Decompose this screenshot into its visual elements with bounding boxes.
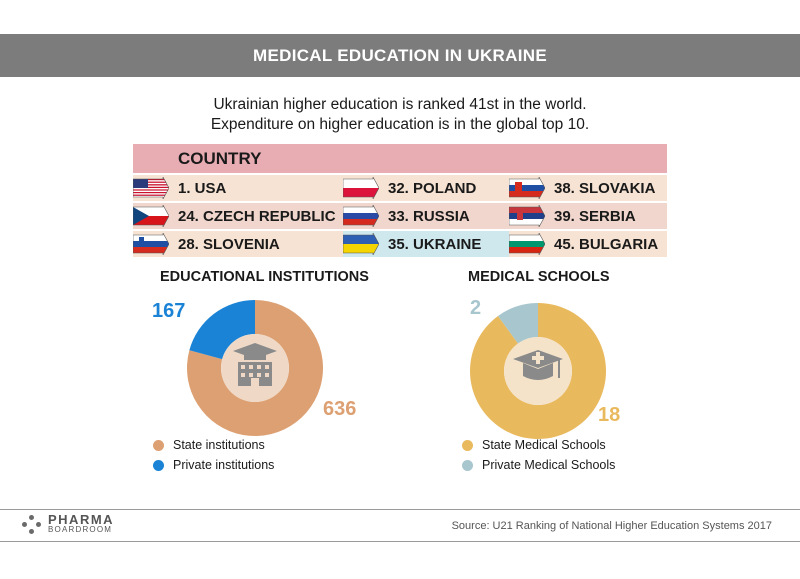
legend-label: Private institutions xyxy=(173,458,275,472)
institutions-donut-chart xyxy=(187,300,323,436)
country-cell: 28. SLOVENIA xyxy=(133,231,343,257)
czech-flag-icon xyxy=(133,205,169,227)
country-cell: 1. USA xyxy=(133,175,343,201)
logo-text-top: PHARMA xyxy=(48,512,115,527)
donut-slice-private-institutions xyxy=(189,300,255,360)
country-label: 24. CZECH REPUBLIC xyxy=(178,207,336,225)
country-ranking-table: COUNTRY 1. USA 24. CZECH REPUBLIC 28. SLOV… xyxy=(133,144,667,260)
donut-slice-state-institutions xyxy=(187,300,323,436)
medical-schools-donut-chart xyxy=(470,303,606,439)
source-note: Source: U21 Ranking of National Higher E… xyxy=(451,520,772,532)
country-label: 45. BULGARIA xyxy=(554,235,659,253)
legend-swatch xyxy=(462,459,473,471)
legend-swatch xyxy=(462,439,473,451)
country-cell: 32. POLAND xyxy=(343,175,509,201)
legend-item: Private institutions xyxy=(153,455,274,475)
chart-title-institutions: EDUCATIONAL INSTITUTIONS xyxy=(160,269,369,285)
country-label: 39. SERBIA xyxy=(554,207,636,225)
country-label: 35. UKRAINE xyxy=(388,235,482,253)
slovenia-flag-icon xyxy=(133,233,169,255)
serbia-flag-icon xyxy=(509,205,545,227)
usa-flag-icon xyxy=(133,177,169,199)
logo-dots-icon xyxy=(22,515,42,535)
legend-swatch xyxy=(153,459,164,471)
country-label: 33. RUSSIA xyxy=(388,207,470,225)
legend-label: State Medical Schools xyxy=(482,438,606,452)
legend-swatch xyxy=(153,439,164,451)
country-cell: 33. RUSSIA xyxy=(343,203,509,229)
legend-item: State institutions xyxy=(153,435,274,455)
country-cell: 38. SLOVAKIA xyxy=(509,175,667,201)
country-label: 28. SLOVENIA xyxy=(178,235,280,253)
medical-schools-legend: State Medical Schools Private Medical Sc… xyxy=(462,435,615,475)
legend-item: Private Medical Schools xyxy=(462,455,615,475)
slovakia-flag-icon xyxy=(509,177,545,199)
country-label: 32. POLAND xyxy=(388,179,477,197)
footer-divider xyxy=(0,509,800,510)
bulgaria-flag-icon xyxy=(509,233,545,255)
russia-flag-icon xyxy=(343,205,379,227)
country-header: COUNTRY xyxy=(133,144,667,173)
medical-cap-icon xyxy=(513,350,563,380)
donut-slice-state-medical-schools xyxy=(470,303,606,439)
intro-line-1: Ukrainian higher education is ranked 41s… xyxy=(213,96,587,113)
ukraine-flag-icon xyxy=(343,233,379,255)
intro-line-2: Expenditure on higher education is in th… xyxy=(210,116,590,133)
country-cell: 45. BULGARIA xyxy=(509,231,667,257)
legend-label: State institutions xyxy=(173,438,265,452)
page-title: MEDICAL EDUCATION IN UKRAINE xyxy=(0,34,800,77)
legend-item: State Medical Schools xyxy=(462,435,615,455)
institutions-legend: State institutions Private institutions xyxy=(153,435,274,475)
private-institutions-value: 167 xyxy=(152,300,186,322)
country-cell: 24. CZECH REPUBLIC xyxy=(133,203,343,229)
pharma-boardroom-logo: PHARMA BOARDROOM xyxy=(22,512,115,535)
school-building-icon xyxy=(233,343,277,386)
country-label: 38. SLOVAKIA xyxy=(554,179,656,197)
state-institutions-value: 636 xyxy=(323,398,357,420)
country-cell: 35. UKRAINE xyxy=(343,231,509,257)
donut-slice-private-medical-schools xyxy=(498,303,538,344)
logo-text-bottom: BOARDROOM xyxy=(48,525,113,534)
poland-flag-icon xyxy=(343,177,379,199)
chart-title-medical-schools: MEDICAL SCHOOLS xyxy=(468,269,610,285)
footer-divider-bottom xyxy=(0,541,800,542)
legend-label: Private Medical Schools xyxy=(482,458,616,472)
country-cell: 39. SERBIA xyxy=(509,203,667,229)
country-label: 1. USA xyxy=(178,179,227,197)
intro-text: Ukrainian higher education is ranked 41s… xyxy=(0,95,800,135)
state-medical-schools-value: 18 xyxy=(598,404,621,426)
private-medical-schools-value: 2 xyxy=(470,297,482,319)
